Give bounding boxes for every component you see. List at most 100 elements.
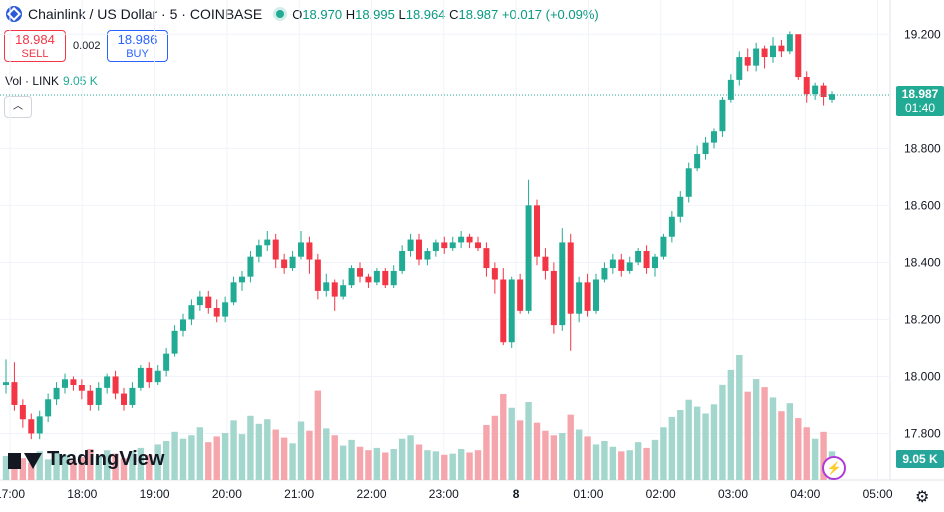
volume-bar: [533, 422, 541, 480]
candle-body: [323, 282, 330, 291]
y-tick-label: 18.400: [904, 255, 941, 269]
ohlc-low: 18.964: [405, 6, 446, 22]
volume-bar: [179, 438, 187, 480]
y-tick-label: 18.800: [904, 141, 941, 155]
candle-body: [95, 387, 102, 405]
candle-body: [298, 242, 304, 257]
volume-bar: [19, 458, 27, 480]
volume-bar: [778, 411, 785, 480]
candle-body: [744, 57, 751, 66]
candle-body: [272, 239, 279, 260]
x-tick-label: 22:00: [356, 487, 386, 501]
candle-body: [154, 370, 161, 383]
volume-bar: [196, 427, 204, 480]
candle-body: [247, 256, 254, 277]
volume-bar: [441, 454, 448, 480]
candle-body: [222, 302, 229, 317]
volume-bar: [651, 439, 659, 480]
volume-bar: [643, 447, 650, 480]
volume-bar: [120, 458, 128, 480]
collapse-legend-button[interactable]: ︿: [4, 96, 32, 118]
spread-value: 0.002: [73, 40, 101, 52]
x-tick-label: 8: [513, 487, 520, 501]
volume-bar: [61, 454, 69, 480]
candle-body: [567, 242, 574, 314]
volume-bar: [483, 424, 490, 480]
volume-bar: [736, 355, 743, 480]
volume-bar: [786, 403, 794, 480]
volume-bar: [264, 419, 271, 480]
candle-body: [483, 248, 490, 269]
candle-body: [736, 57, 743, 80]
candle-body: [475, 242, 481, 249]
candle-body: [795, 34, 802, 78]
volume-bar: [811, 438, 819, 480]
volume-bar: [280, 437, 288, 480]
volume-bar: [339, 445, 347, 480]
price-badge-countdown: 01:40: [905, 101, 935, 115]
x-tick-label: 17:00: [0, 487, 25, 501]
candle-body: [593, 279, 599, 311]
candle-body: [171, 330, 178, 354]
candle-body: [62, 379, 68, 388]
candle-body: [399, 250, 406, 271]
sell-button[interactable]: 18.984 SELL: [4, 30, 66, 62]
candle-body: [424, 250, 431, 260]
volume-bar: [44, 459, 52, 480]
y-tick-label: 18.000: [904, 369, 941, 383]
candle-body: [112, 376, 119, 394]
candle-body: [601, 268, 608, 280]
candle-body: [609, 259, 616, 269]
candle-body: [491, 268, 498, 280]
candle-body: [239, 276, 245, 283]
candle-body: [230, 282, 237, 303]
volume-bar: [500, 393, 507, 480]
candle-body: [534, 205, 540, 257]
candle-body: [87, 390, 94, 405]
tradingview-logo[interactable]: TradingView: [8, 448, 164, 471]
symbol-title[interactable]: Chainlink / US Dollar · 5 · COINBASE: [28, 6, 263, 22]
candle-body: [365, 276, 372, 283]
x-tick-label: 04:00: [790, 487, 820, 501]
ohlc-open: 18.970: [302, 6, 343, 22]
gear-icon[interactable]: ⚙: [915, 489, 930, 506]
volume-bar: [466, 452, 473, 480]
chevron-up-icon: ︿: [13, 101, 23, 112]
volume-bar: [221, 432, 229, 480]
volume-bar: [424, 450, 431, 480]
candle-body: [53, 387, 60, 400]
buy-price: 18.986: [117, 32, 158, 47]
x-tick-label: 19:00: [140, 487, 170, 501]
volume-bar: [660, 427, 667, 480]
candle-body: [576, 282, 583, 314]
volume-legend[interactable]: Vol · LINK 9.05 K: [5, 74, 98, 88]
candle-body: [129, 387, 136, 405]
candle-body: [163, 353, 170, 371]
volume-bar: [255, 423, 263, 480]
candle-body: [660, 236, 667, 257]
volume-bar: [137, 447, 145, 480]
lightning-icon[interactable]: ⚡: [822, 456, 846, 480]
volume-bar: [289, 443, 296, 480]
candle-body: [685, 168, 692, 197]
volume-bar: [693, 406, 701, 480]
ohlc-high-label: H: [345, 6, 356, 22]
volume-bar: [53, 452, 60, 480]
volume-bar: [348, 439, 355, 480]
buy-button[interactable]: 18.986 BUY: [107, 30, 168, 62]
candle-body: [668, 216, 675, 237]
y-tick-label: 18.200: [904, 312, 941, 326]
volume-badge-value: 9.05 K: [902, 452, 938, 466]
volume-bar: [525, 402, 532, 480]
candle-body: [542, 256, 549, 271]
volume-bar: [213, 436, 220, 480]
volume-bar: [626, 450, 633, 480]
candle-body: [727, 79, 734, 100]
candle-body: [11, 382, 18, 405]
candle-body: [264, 239, 271, 246]
volume-bar: [508, 407, 515, 480]
volume-bar: [677, 410, 684, 480]
x-tick-label: 01:00: [573, 487, 603, 501]
volume-bar: [769, 397, 777, 480]
